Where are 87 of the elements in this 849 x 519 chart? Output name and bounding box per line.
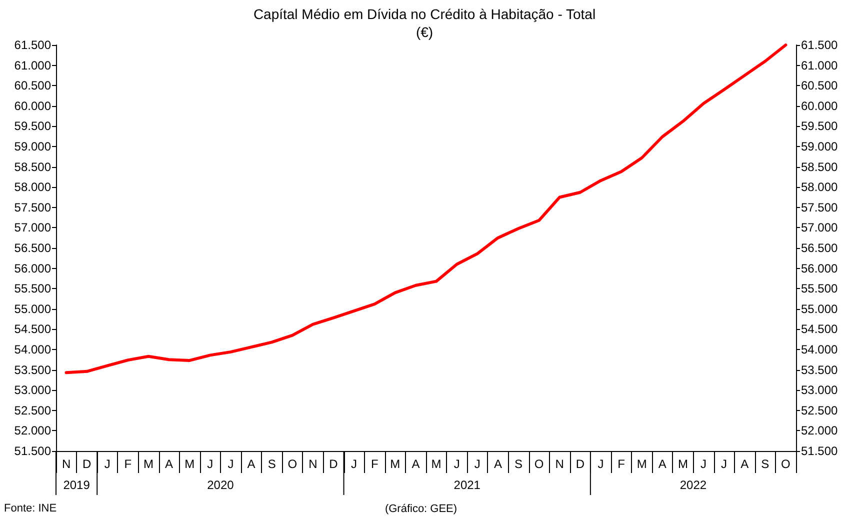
y2-tick-label: 54.500 [801, 322, 838, 336]
x-tick-label: A [658, 457, 666, 471]
x-tick-label: O [781, 457, 790, 471]
y-tick-label: 60.500 [14, 78, 52, 93]
x-tick-label: J [454, 457, 460, 471]
text: 2021 [454, 478, 481, 492]
y2-tick-label: 61.500 [801, 38, 838, 52]
y-tick-label: 54.500 [14, 322, 52, 336]
chart-title: Capítal Médio em Dívida no Crédito à Habitação - Total [253, 6, 596, 22]
x-tick-label: M [636, 457, 647, 471]
chart-subtitle: (€) [416, 24, 434, 40]
y2-tick-label: 55.500 [801, 282, 838, 296]
x-tick-label: M [431, 457, 442, 471]
text: 2020 [207, 478, 234, 492]
y2-tick-label: 57.000 [801, 220, 838, 235]
y-tick-label: 58.500 [14, 160, 52, 174]
text: (Gráfico: GEE) [384, 503, 458, 515]
y2-tick-label: 52.500 [801, 403, 838, 418]
x-tick-label: J [207, 457, 214, 471]
y-tick-label: 52.500 [14, 403, 52, 418]
x-tick-label: J [598, 457, 604, 471]
x-tick-label: A [165, 457, 174, 471]
y-tick-label: 53.000 [14, 383, 52, 398]
x-tick-label: M [390, 457, 400, 471]
y-tick-label: 55.000 [14, 302, 52, 316]
x-tick-label: J [700, 457, 706, 471]
x-tick-label: N [555, 457, 564, 471]
x-tick-label: S [514, 457, 523, 471]
y-tick-label: 60.000 [14, 98, 52, 113]
x-tick-label: J [351, 457, 358, 471]
y2-tick-label: 61.000 [801, 58, 838, 72]
y2-tick-label: 60.000 [801, 98, 838, 113]
y-tick-label: 51.500 [14, 444, 52, 458]
x-tick-label: D [329, 457, 338, 471]
x-tick-label: O [288, 457, 298, 471]
x-tick-label: O [534, 457, 544, 471]
y2-tick-label: 53.000 [801, 383, 838, 398]
x-tick-label: J [721, 457, 728, 471]
y2-tick-label: 60.500 [801, 78, 838, 93]
line-series [64, 44, 788, 374]
y2-tick-label: 53.500 [801, 362, 838, 377]
x-tick-label: D [576, 457, 585, 471]
x-tick-label: N [308, 457, 318, 471]
y2-tick-label: 57.500 [801, 200, 838, 214]
x-tick-label: A [412, 457, 420, 471]
y-tick-label: 56.000 [14, 261, 52, 276]
y-tick-label: 53.500 [14, 362, 52, 377]
y-tick-label: 61.000 [14, 58, 52, 72]
y-tick-label: 59.000 [14, 140, 52, 154]
y-tick-label: 58.000 [14, 180, 52, 194]
x-tick-label: S [268, 457, 276, 471]
y-tick-label: 55.500 [14, 282, 52, 296]
y2-tick-label: 58.000 [801, 180, 838, 194]
x-tick-label: M [184, 457, 195, 471]
x-tick-label: M [678, 457, 688, 471]
y2-tick-label: 55.000 [801, 302, 838, 316]
x-tick-label: S [761, 457, 770, 471]
x-tick-label: F [124, 457, 132, 471]
y2-tick-label: 52.000 [801, 424, 838, 438]
y-tick-label: 52.000 [14, 424, 52, 438]
y-tick-label: 54.000 [14, 342, 52, 356]
y2-tick-label: 58.500 [801, 160, 838, 174]
y2-tick-label: 59.500 [801, 119, 838, 134]
x-tick-label: J [104, 457, 110, 471]
x-tick-label: A [494, 457, 502, 471]
x-tick-label: F [370, 457, 378, 471]
y2-tick-label: 51.500 [801, 444, 838, 458]
y-tick-label: 59.500 [14, 119, 52, 134]
source-note: Fonte: INE [4, 502, 57, 514]
x-tick-label: A [247, 457, 256, 471]
x-tick-label: A [740, 457, 749, 471]
y-tick-label: 56.500 [14, 241, 52, 255]
y-tick-label: 57.500 [14, 200, 52, 214]
y-tick-label: 61.500 [14, 38, 52, 52]
y-tick-label: 57.000 [14, 220, 52, 235]
x-tick-label: F [618, 457, 625, 471]
y2-tick-label: 56.500 [801, 241, 838, 255]
y2-tick-label: 54.000 [801, 342, 838, 356]
x-tick-label: N [62, 457, 71, 471]
x-tick-label: J [474, 457, 480, 471]
y2-tick-label: 56.000 [801, 261, 838, 276]
y2-tick-label: 59.000 [801, 140, 838, 154]
x-tick-label: M [144, 457, 154, 471]
text: 2019 [63, 478, 90, 492]
x-tick-label: D [82, 457, 92, 471]
x-tick-label: J [228, 457, 234, 471]
text: 2022 [680, 478, 707, 492]
